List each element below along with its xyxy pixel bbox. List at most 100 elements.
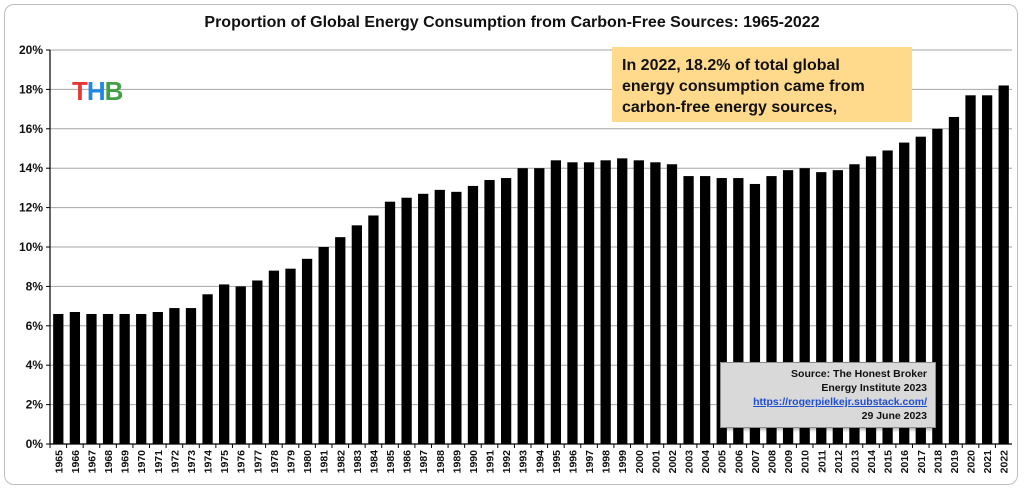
annotation-line: carbon-free energy sources, [622,99,838,116]
bar [816,172,827,444]
x-tick-label: 2010 [800,450,812,474]
bar [617,158,628,444]
bar [401,197,412,444]
x-tick-labels: 1965 1966 1967 1968 1969 1970 1971 1972 1973 1974… [53,450,1010,474]
x-tick-label: 1967 [86,450,98,474]
y-tick-label: 12% [19,201,43,215]
bar [219,284,230,444]
bar [550,160,562,444]
bar [981,95,993,444]
bar [915,136,926,444]
annotation-line: energy consumption came from [622,78,865,95]
x-tick-label: 2013 [849,450,861,474]
x-tick-label: 1966 [70,450,82,474]
x-tick-label: 1977 [252,450,264,474]
bar [368,215,379,444]
x-tick-label: 2000 [634,450,646,474]
bar [534,168,545,444]
x-tick-label: 1965 [53,450,65,474]
x-tick-label: 2016 [899,450,911,474]
x-tick-label: 1978 [269,450,281,474]
x-tick-label: 1990 [468,450,480,474]
chart-title: Proportion of Global Energy Consumption … [204,14,820,31]
bar [202,294,213,444]
bar [351,225,362,444]
bar [567,162,578,445]
x-tick-label: 2020 [966,450,978,474]
bar [849,164,860,444]
x-tick-label: 2002 [667,450,679,474]
x-tick-label: 1984 [368,450,380,474]
x-tick-label: 2022 [999,450,1011,474]
bar [500,178,512,445]
bar [86,313,97,444]
bar [600,160,611,444]
x-tick-label: 1968 [103,450,115,474]
bar [965,95,976,444]
bar [185,308,197,444]
bar [301,258,313,444]
x-tick-label: 2014 [866,450,878,474]
x-tick-label: 2017 [916,450,928,474]
annotation-line: In 2022, 18.2% of total global [622,57,840,74]
x-tick-label: 1971 [153,450,165,474]
x-tick-label: 1992 [501,450,513,474]
bar [69,312,81,444]
bar [865,156,877,444]
x-tick-label: 1972 [169,450,181,474]
bar [152,312,163,444]
x-tick-label: 1997 [584,450,596,474]
bar [799,168,810,444]
x-tick-label: 2003 [684,450,696,474]
x-tick-label: 1988 [435,450,447,474]
x-tick-label: 1991 [485,450,497,474]
x-tick-label: 2006 [733,450,745,474]
x-tick-label: 1981 [319,450,331,474]
x-tick-label: 1993 [518,450,530,474]
x-tick-label: 2007 [750,450,762,474]
bar [666,164,678,444]
source-link[interactable]: https://rogerpielkejr.substack.com/ [753,396,927,408]
bar [700,176,711,444]
x-tick-label: 1999 [617,450,629,474]
x-tick-label: 2011 [816,450,828,473]
x-tick-label: 2015 [883,450,895,474]
x-tick-label: 2018 [932,450,944,474]
y-tick-label: 18% [19,82,43,96]
bar [119,313,130,444]
x-tick-label: 1989 [451,450,463,474]
x-tick-label: 1980 [302,450,314,474]
x-tick-label: 2009 [783,450,795,474]
y-tick-label: 10% [19,240,43,254]
bar [335,237,346,444]
bar [766,176,777,444]
bar [434,189,445,444]
y-tick-label: 16% [19,122,43,136]
y-tick-label: 20% [19,43,43,57]
source-date: 29 June 2023 [861,410,927,422]
annotation-callout: In 2022, 18.2% of total global energy co… [612,47,912,122]
y-tick-labels: 0% 2% 4% 6% 8% 10% 12% 14% 16% 18% 20% [19,43,43,451]
bar [716,178,727,445]
x-tick-label: 1995 [551,450,563,474]
x-tick-label: 1976 [236,450,248,474]
bar [467,185,479,444]
bar [384,201,396,444]
x-tick-label: 1985 [385,450,397,474]
source-box: Source: The Honest Broker Energy Institu… [720,362,936,428]
bar [650,162,661,445]
x-tick-label: 2008 [767,450,779,474]
x-tick-label: 1979 [286,450,298,474]
x-tick-label: 1986 [402,450,414,474]
axes [46,49,1012,448]
x-tick-label: 1982 [335,450,347,474]
x-tick-label: 1996 [567,450,579,474]
bar [583,162,595,445]
source-label: Source: The Honest Broker [791,368,927,380]
x-tick-label: 1969 [120,450,132,474]
bar [169,308,180,444]
bar [749,183,761,444]
thb-logo: THB [72,76,123,106]
x-tick-label: 2005 [717,450,729,474]
bar [832,170,843,445]
